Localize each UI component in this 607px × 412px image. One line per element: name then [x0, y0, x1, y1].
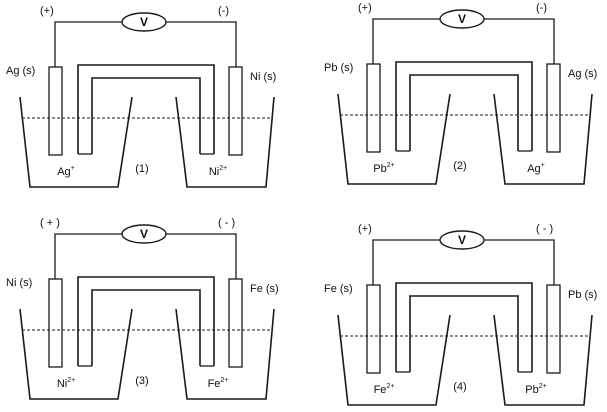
- left-ion-charge: 2+: [67, 377, 75, 384]
- salt-bridge-inner: [91, 77, 201, 154]
- cell-number-label: (1): [135, 163, 148, 175]
- voltmeter-label: V: [458, 233, 466, 247]
- left-beaker: [19, 96, 133, 188]
- right-electrode: [228, 66, 243, 156]
- cell-number-label: (3): [135, 375, 148, 387]
- voltmeter-icon: [121, 12, 167, 32]
- right-electrode-label: Ni (s): [250, 71, 276, 83]
- positive-terminal-label: ( + ): [40, 217, 60, 229]
- right-beaker: [175, 308, 275, 400]
- salt-bridge-outer: [395, 61, 533, 151]
- cell-1: V (+) (-) Ag (s) Ni (s) Ag+ Ni2+ (1): [6, 5, 276, 188]
- negative-terminal-label: ( - ): [536, 223, 553, 235]
- right-electrode-label: Pb (s): [568, 289, 597, 301]
- right-ion-symbol: Fe: [208, 378, 221, 390]
- left-ion-charge: 2+: [386, 383, 394, 390]
- right-ion-symbol: Ni: [209, 166, 219, 178]
- left-beaker: [19, 308, 133, 400]
- left-electrode: [366, 284, 381, 374]
- right-electrode: [546, 63, 561, 153]
- left-electrode-label: Ni (s): [6, 277, 32, 289]
- left-ion-label: Ag+: [57, 165, 75, 178]
- salt-bridge-inner: [409, 295, 519, 372]
- left-ion-charge: +: [71, 165, 75, 172]
- right-beaker: [493, 93, 593, 185]
- wire-left: [372, 18, 440, 64]
- salt-bridge-outer: [395, 282, 533, 372]
- left-electrode-label: Fe (s): [324, 283, 353, 295]
- left-beaker: [337, 314, 451, 406]
- salt-bridge-inner: [91, 289, 201, 366]
- cell-number-label: (2): [453, 160, 466, 172]
- wire-left: [54, 21, 122, 67]
- right-beaker: [175, 96, 275, 188]
- left-electrode: [48, 66, 63, 156]
- positive-terminal-label: (+): [358, 223, 372, 235]
- left-beaker: [337, 93, 451, 185]
- cell-4: V(+)( - )Fe (s) Pb (s)Fe2+ Pb2+(4): [324, 223, 597, 406]
- negative-terminal-label: (-): [218, 5, 229, 17]
- salt-bridge-outer: [77, 276, 215, 366]
- left-ion-label: Pb2+: [373, 162, 394, 175]
- right-ion-label: Ag+: [527, 162, 545, 175]
- left-electrode: [48, 278, 63, 368]
- voltmeter-label: V: [140, 15, 148, 29]
- voltmeter-label: V: [140, 227, 148, 241]
- cell-number-label: (4): [453, 381, 466, 393]
- wire-left: [54, 233, 122, 279]
- right-electrode-label: Fe (s): [250, 283, 279, 295]
- right-electrode-label: Ag (s): [568, 68, 597, 80]
- right-electrode: [228, 278, 243, 368]
- salt-bridge-outer: [77, 64, 215, 154]
- left-ion-symbol: Ag: [57, 166, 70, 178]
- right-ion-charge: 2+: [219, 165, 227, 172]
- right-ion-symbol: Pb: [525, 384, 538, 396]
- cell-3: V( + )( - )Ni (s) Fe (s)Ni2+ Fe2+(3): [6, 217, 279, 400]
- left-ion-symbol: Fe: [374, 384, 387, 396]
- negative-terminal-label: (-): [536, 2, 547, 14]
- left-electrode-label: Pb (s): [324, 62, 353, 74]
- wire-right: [484, 239, 555, 285]
- right-ion-charge: +: [541, 162, 545, 169]
- right-ion-label: Pb2+: [525, 383, 546, 396]
- positive-terminal-label: (+): [40, 5, 54, 17]
- voltmeter-icon: [439, 9, 485, 29]
- left-ion-label: Ni2+: [57, 377, 75, 390]
- cell-2: V (+) (-) Pb (s) Ag (s) Pb2+ Ag+ (2): [324, 2, 597, 185]
- right-ion-symbol: Ag: [527, 163, 540, 175]
- left-ion-label: Fe2+: [374, 383, 395, 396]
- right-ion-label: Fe2+: [208, 377, 229, 390]
- right-ion-charge: 2+: [220, 377, 228, 384]
- left-electrode: [366, 63, 381, 153]
- left-electrode-label: Ag (s): [6, 65, 35, 77]
- right-beaker: [493, 314, 593, 406]
- positive-terminal-label: (+): [358, 2, 372, 14]
- voltmeter-icon: [121, 224, 167, 244]
- left-ion-symbol: Pb: [373, 163, 386, 175]
- right-ion-label: Ni2+: [209, 165, 227, 178]
- salt-bridge-inner: [409, 74, 519, 151]
- wire-right: [166, 21, 237, 67]
- right-electrode: [546, 284, 561, 374]
- wire-left: [372, 239, 440, 285]
- negative-terminal-label: ( - ): [218, 217, 235, 229]
- wire-right: [484, 18, 555, 64]
- voltmeter-icon: [439, 230, 485, 250]
- voltmeter-label: V: [458, 12, 466, 26]
- right-ion-charge: 2+: [539, 383, 547, 390]
- left-ion-charge: 2+: [387, 162, 395, 169]
- wire-right: [166, 233, 237, 279]
- left-ion-symbol: Ni: [57, 378, 67, 390]
